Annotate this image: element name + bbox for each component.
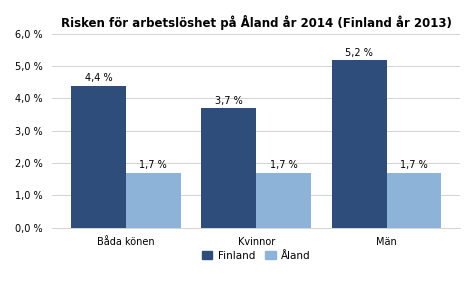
Text: 3,7 %: 3,7 % [215,96,243,106]
Text: 1,7 %: 1,7 % [139,160,167,170]
Bar [201,108,256,228]
Text: 5,2 %: 5,2 % [345,47,373,58]
Bar [126,173,180,228]
Title: Risken för arbetslöshet på Åland år 2014 (Finland år 2013): Risken för arbetslöshet på Åland år 2014… [61,15,452,30]
Legend: Finland, Åland: Finland, Åland [198,247,315,265]
Bar [71,86,126,228]
Bar [387,173,441,228]
Text: 4,4 %: 4,4 % [85,73,112,83]
Text: 1,7 %: 1,7 % [400,160,428,170]
Bar [332,60,387,228]
Bar [256,173,311,228]
Text: 1,7 %: 1,7 % [270,160,297,170]
